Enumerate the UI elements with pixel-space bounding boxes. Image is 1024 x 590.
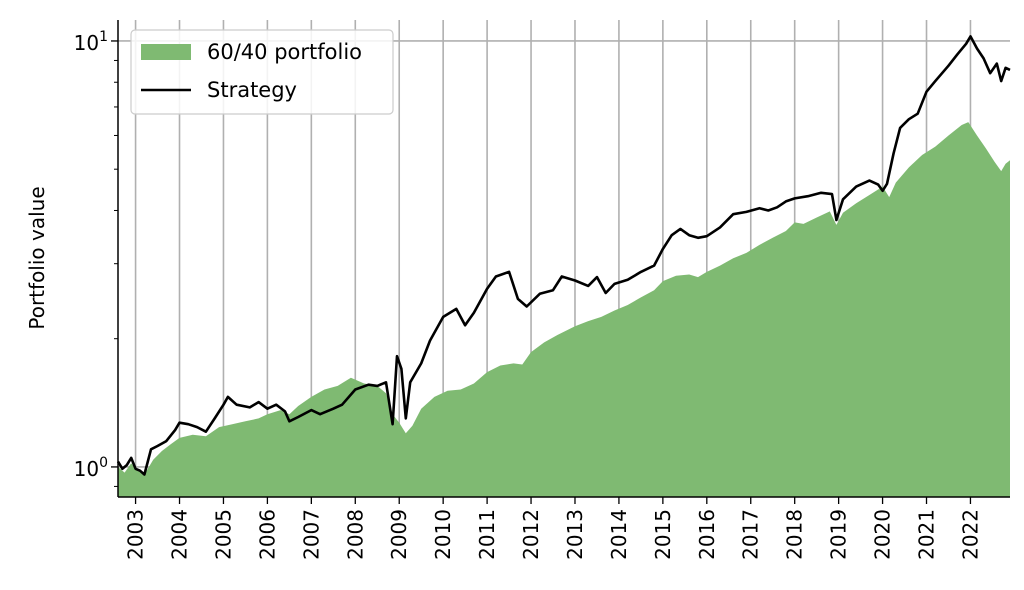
legend-swatch-60-40-portfolio: [141, 44, 191, 60]
x-tick-label-2021: 2021: [915, 509, 939, 560]
y-tick-label-1: 100: [74, 455, 108, 481]
legend-box: [130, 29, 394, 115]
x-tick-label-2019: 2019: [827, 509, 851, 560]
x-tick-label-2009: 2009: [387, 509, 411, 560]
x-tick-label-2014: 2014: [607, 509, 631, 560]
x-tick-label-2006: 2006: [255, 509, 279, 560]
x-tick-label-2018: 2018: [783, 509, 807, 560]
y-tick-label-10: 101: [74, 29, 108, 55]
x-tick-label-2005: 2005: [211, 509, 235, 560]
x-tick-label-2022: 2022: [958, 509, 982, 560]
data-layer: [116, 35, 1011, 497]
series-line-strategy: [116, 35, 1011, 476]
tick-labels: 2003 2004 2005 2006 2007 2008 2009 2010 2011 2012…: [74, 29, 983, 560]
x-tick-label-2013: 2013: [563, 509, 587, 560]
x-tick-label-2003: 2003: [124, 509, 148, 560]
x-tick-label-2020: 2020: [871, 509, 895, 560]
x-tick-label-2011: 2011: [475, 509, 499, 560]
x-tick-label-2007: 2007: [299, 509, 323, 560]
axes: [111, 20, 1010, 504]
series-area-60-40-portfolio: [118, 122, 1010, 497]
x-tick-label-2004: 2004: [168, 509, 192, 560]
x-tick-label-2016: 2016: [695, 509, 719, 560]
x-tick-label-2010: 2010: [431, 509, 455, 560]
x-tick-label-2017: 2017: [739, 509, 763, 560]
legend-label-1: Strategy: [207, 78, 297, 102]
legend: 60/40 portfolio Strategy: [130, 29, 394, 115]
x-tick-label-2008: 2008: [343, 509, 367, 560]
x-tick-label-2015: 2015: [651, 509, 675, 560]
legend-label-0: 60/40 portfolio: [207, 40, 362, 64]
y-axis-label: Portfolio value: [25, 186, 49, 329]
x-tick-label-2012: 2012: [519, 509, 543, 560]
